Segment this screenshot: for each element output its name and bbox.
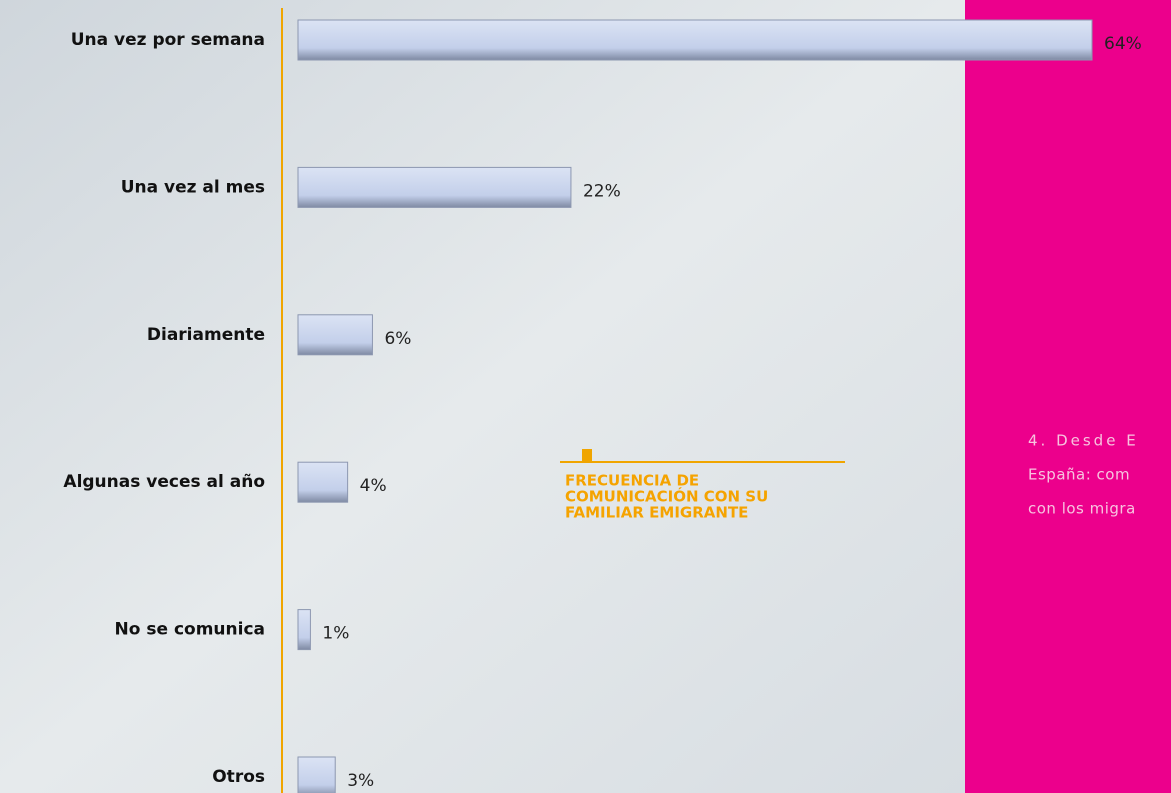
bar [297, 166, 572, 208]
value-label: 3% [347, 771, 374, 791]
bar [297, 19, 1093, 61]
category-label: Otros [212, 767, 265, 787]
bar [297, 609, 311, 651]
value-label: 64% [1104, 34, 1142, 54]
chart-title: COMUNICACIÓN CON SU [565, 487, 768, 506]
value-label: 1% [322, 624, 349, 644]
category-label: Una vez al mes [121, 177, 265, 197]
chart-title: FAMILIAR EMIGRANTE [565, 504, 748, 522]
bar [297, 461, 349, 503]
side-text: con los migra [1028, 500, 1136, 518]
chart-title: FRECUENCIA DE [565, 472, 699, 490]
value-label: 22% [583, 181, 621, 201]
value-label: 6% [384, 329, 411, 349]
side-text: 4. Desde E [1028, 432, 1139, 450]
side-panel [965, 0, 1171, 793]
bar [297, 756, 336, 793]
value-label: 4% [360, 476, 387, 496]
background [0, 0, 965, 793]
category-label: No se comunica [115, 620, 265, 640]
bar [297, 314, 373, 356]
title-marker [582, 449, 592, 462]
category-label: Diariamente [147, 325, 265, 345]
category-label: Una vez por semana [71, 30, 265, 50]
category-label: Algunas veces al año [63, 472, 265, 492]
side-text: España: com [1028, 466, 1130, 484]
